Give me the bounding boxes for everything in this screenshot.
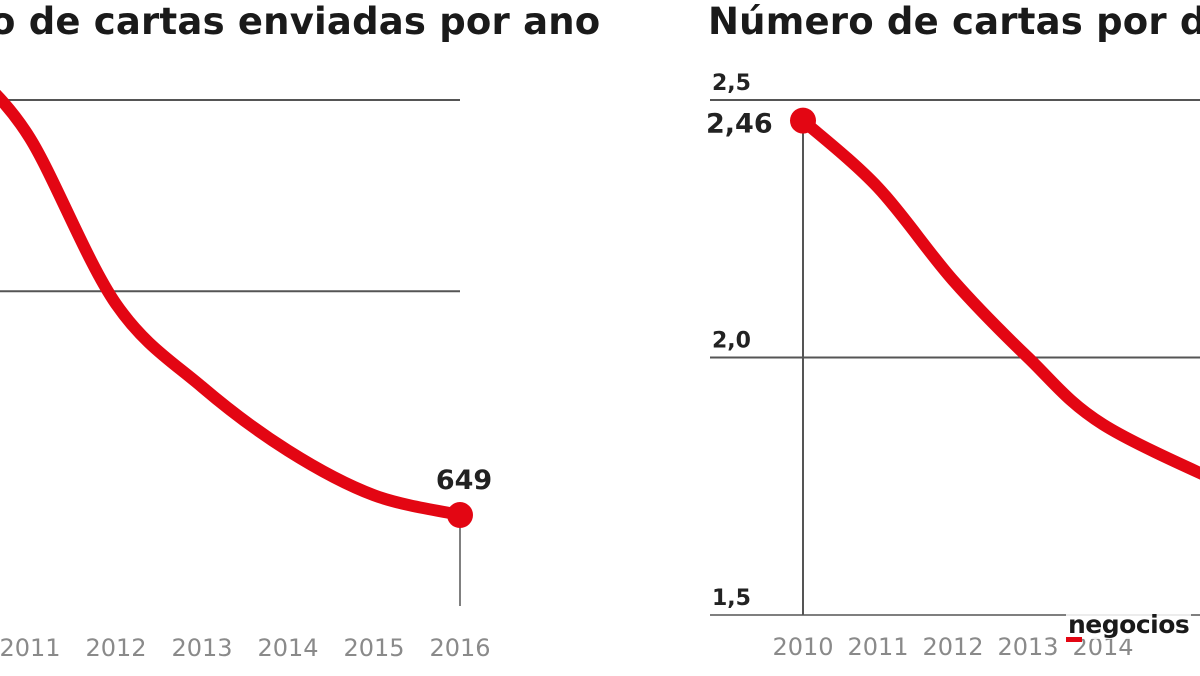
right-ytick-0: 2,5 (712, 71, 751, 96)
right-series-line (797, 114, 1200, 480)
logo-accent-bar (1066, 637, 1082, 642)
left-chart: 2011 2012 2013 2014 2015 2016 649 (0, 89, 492, 662)
left-xtick-2014: 2014 (257, 634, 318, 662)
chart-title-left: o de cartas enviadas por ano (0, 0, 601, 43)
negocios-logo: negocios (1066, 610, 1192, 639)
right-xtick-2013: 2013 (997, 633, 1058, 661)
right-xtick-2011: 2011 (847, 633, 908, 661)
left-point-2016 (447, 502, 473, 529)
left-series-line (0, 89, 466, 522)
left-xtick-2011: 2011 (0, 634, 61, 662)
right-ytick-2: 1,5 (712, 586, 751, 611)
right-xtick-2012: 2012 (922, 633, 983, 661)
right-point-2010 (790, 107, 816, 134)
right-ytick-1: 2,0 (712, 329, 751, 354)
left-xtick-2013: 2013 (171, 634, 232, 662)
left-xtick-2016: 2016 (429, 634, 490, 662)
right-xtick-2010: 2010 (772, 633, 833, 661)
left-xtick-2015: 2015 (343, 634, 404, 662)
left-data-label: 649 (436, 465, 492, 496)
right-data-label: 2,46 (706, 109, 773, 140)
left-xtick-2012: 2012 (85, 634, 146, 662)
chart-title-right: Número de cartas por d (708, 0, 1200, 43)
